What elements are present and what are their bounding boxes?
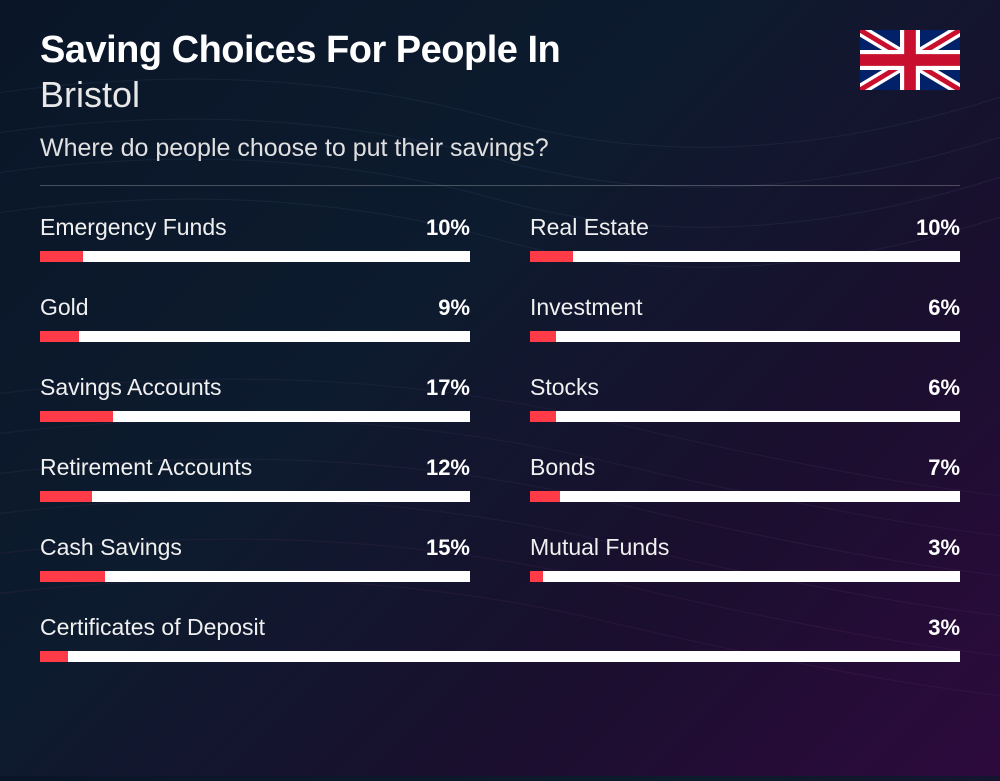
- bar-item: Stocks 6%: [530, 374, 960, 422]
- bar-item: Certificates of Deposit 3%: [40, 614, 960, 662]
- bar-fill: [40, 491, 92, 502]
- bar-item: Emergency Funds 10%: [40, 214, 470, 262]
- bar-value: 10%: [426, 215, 470, 241]
- bar-label: Savings Accounts: [40, 374, 222, 401]
- bar-track: [40, 411, 470, 422]
- bar-value: 6%: [928, 295, 960, 321]
- bar-item-header: Investment 6%: [530, 294, 960, 321]
- bar-item: Savings Accounts 17%: [40, 374, 470, 422]
- bar-track: [530, 331, 960, 342]
- bar-value: 7%: [928, 455, 960, 481]
- bar-track: [530, 571, 960, 582]
- page-title: Saving Choices For People In: [40, 30, 840, 72]
- bar-item: Gold 9%: [40, 294, 470, 342]
- bar-item: Retirement Accounts 12%: [40, 454, 470, 502]
- bar-item: Cash Savings 15%: [40, 534, 470, 582]
- bar-value: 17%: [426, 375, 470, 401]
- bar-track: [530, 411, 960, 422]
- bar-value: 3%: [928, 615, 960, 641]
- bar-label: Retirement Accounts: [40, 454, 252, 481]
- bar-label: Certificates of Deposit: [40, 614, 265, 641]
- bar-label: Cash Savings: [40, 534, 182, 561]
- bar-value: 10%: [916, 215, 960, 241]
- bar-fill: [40, 571, 105, 582]
- bar-item-header: Savings Accounts 17%: [40, 374, 470, 401]
- bar-fill: [40, 651, 68, 662]
- bar-label: Real Estate: [530, 214, 649, 241]
- bar-label: Emergency Funds: [40, 214, 227, 241]
- bar-item-header: Mutual Funds 3%: [530, 534, 960, 561]
- bar-item: Real Estate 10%: [530, 214, 960, 262]
- bar-item-header: Cash Savings 15%: [40, 534, 470, 561]
- header: Saving Choices For People In Bristol Whe…: [40, 30, 960, 163]
- bar-track: [40, 571, 470, 582]
- bar-track: [40, 331, 470, 342]
- bar-fill: [530, 411, 556, 422]
- bar-value: 3%: [928, 535, 960, 561]
- bar-track: [530, 491, 960, 502]
- bar-item-header: Certificates of Deposit 3%: [40, 614, 960, 641]
- bar-fill: [530, 251, 573, 262]
- bar-fill: [40, 331, 79, 342]
- bars-grid: Emergency Funds 10% Real Estate 10% Gold 9% In…: [40, 214, 960, 662]
- bar-fill: [530, 571, 543, 582]
- bar-item-header: Real Estate 10%: [530, 214, 960, 241]
- uk-flag-icon: [860, 30, 960, 90]
- city-name: Bristol: [40, 74, 840, 116]
- bar-value: 9%: [438, 295, 470, 321]
- bar-label: Investment: [530, 294, 643, 321]
- bar-item: Bonds 7%: [530, 454, 960, 502]
- bar-item: Investment 6%: [530, 294, 960, 342]
- bar-fill: [530, 331, 556, 342]
- bar-track: [40, 651, 960, 662]
- bar-fill: [40, 411, 113, 422]
- bar-item-header: Stocks 6%: [530, 374, 960, 401]
- bar-item-header: Retirement Accounts 12%: [40, 454, 470, 481]
- bar-item-header: Gold 9%: [40, 294, 470, 321]
- bar-label: Mutual Funds: [530, 534, 669, 561]
- bar-label: Stocks: [530, 374, 599, 401]
- bar-item-header: Emergency Funds 10%: [40, 214, 470, 241]
- bar-fill: [40, 251, 83, 262]
- bar-value: 6%: [928, 375, 960, 401]
- bar-item-header: Bonds 7%: [530, 454, 960, 481]
- header-text: Saving Choices For People In Bristol Whe…: [40, 30, 840, 163]
- bar-label: Gold: [40, 294, 89, 321]
- bar-fill: [530, 491, 560, 502]
- subtitle: Where do people choose to put their savi…: [40, 134, 840, 163]
- bar-value: 15%: [426, 535, 470, 561]
- bar-track: [40, 491, 470, 502]
- bar-item: Mutual Funds 3%: [530, 534, 960, 582]
- divider: [40, 185, 960, 186]
- bar-label: Bonds: [530, 454, 595, 481]
- bar-track: [40, 251, 470, 262]
- bar-track: [530, 251, 960, 262]
- main-container: Saving Choices For People In Bristol Whe…: [0, 0, 1000, 692]
- bar-value: 12%: [426, 455, 470, 481]
